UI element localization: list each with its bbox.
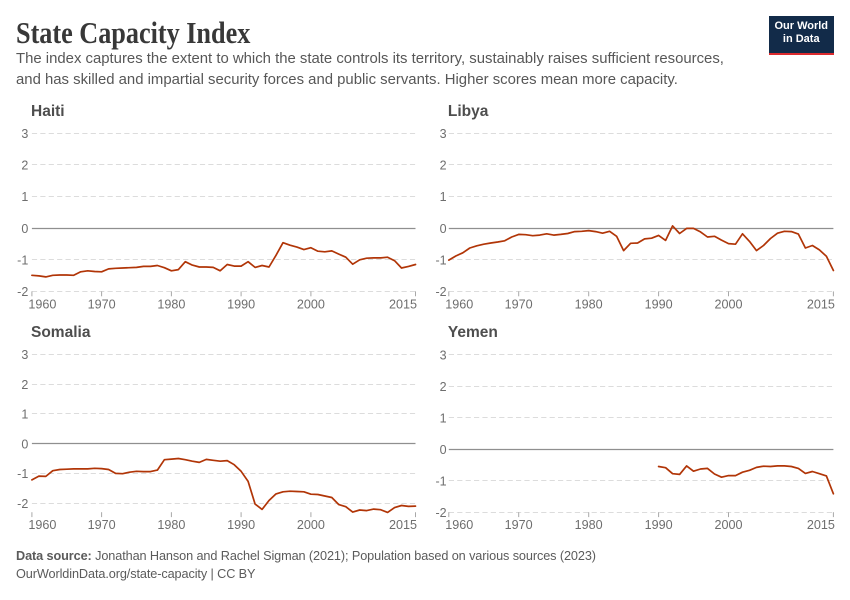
svg-text:1970: 1970 — [88, 297, 116, 311]
svg-text:1980: 1980 — [157, 518, 185, 532]
svg-text:1970: 1970 — [505, 297, 533, 311]
svg-text:1: 1 — [440, 412, 447, 426]
svg-text:-2: -2 — [17, 285, 28, 299]
svg-text:-1: -1 — [17, 467, 28, 481]
svg-text:-1: -1 — [17, 254, 28, 268]
svg-text:2000: 2000 — [714, 297, 742, 311]
svg-text:2: 2 — [21, 159, 28, 173]
svg-text:1960: 1960 — [28, 518, 56, 532]
svg-text:1990: 1990 — [227, 297, 255, 311]
svg-text:0: 0 — [440, 222, 447, 236]
svg-text:-1: -1 — [435, 254, 446, 268]
svg-text:0: 0 — [21, 437, 28, 451]
svg-text:2: 2 — [440, 380, 447, 394]
svg-text:3: 3 — [440, 127, 447, 141]
svg-text:2015: 2015 — [389, 518, 417, 532]
svg-text:1980: 1980 — [575, 518, 603, 532]
svg-text:Haiti: Haiti — [31, 103, 65, 120]
svg-text:2: 2 — [440, 159, 447, 173]
svg-text:-2: -2 — [435, 285, 446, 299]
svg-text:0: 0 — [440, 443, 447, 457]
svg-text:-1: -1 — [435, 474, 446, 488]
svg-text:-2: -2 — [435, 506, 446, 520]
svg-text:3: 3 — [440, 349, 447, 363]
svg-text:1980: 1980 — [575, 297, 603, 311]
svg-text:1: 1 — [440, 190, 447, 204]
svg-text:3: 3 — [21, 348, 28, 362]
svg-text:1980: 1980 — [157, 297, 185, 311]
svg-text:1: 1 — [21, 408, 28, 422]
svg-text:1990: 1990 — [645, 518, 673, 532]
svg-text:Libya: Libya — [448, 103, 489, 120]
svg-text:0: 0 — [21, 222, 28, 236]
svg-text:1960: 1960 — [445, 518, 473, 532]
svg-text:1970: 1970 — [505, 518, 533, 532]
svg-text:1990: 1990 — [645, 297, 673, 311]
svg-text:1970: 1970 — [88, 518, 116, 532]
svg-text:2015: 2015 — [389, 297, 417, 311]
svg-text:Yemen: Yemen — [448, 324, 498, 341]
svg-text:2015: 2015 — [807, 297, 835, 311]
svg-text:2015: 2015 — [807, 518, 835, 532]
svg-text:Somalia: Somalia — [31, 324, 91, 341]
svg-text:2: 2 — [21, 378, 28, 392]
svg-text:2000: 2000 — [297, 518, 325, 532]
svg-text:1960: 1960 — [28, 297, 56, 311]
svg-text:3: 3 — [21, 127, 28, 141]
svg-text:1990: 1990 — [227, 518, 255, 532]
svg-text:1: 1 — [21, 190, 28, 204]
svg-text:2000: 2000 — [297, 297, 325, 311]
svg-text:1960: 1960 — [445, 297, 473, 311]
svg-text:-2: -2 — [17, 497, 28, 511]
svg-text:2000: 2000 — [714, 518, 742, 532]
